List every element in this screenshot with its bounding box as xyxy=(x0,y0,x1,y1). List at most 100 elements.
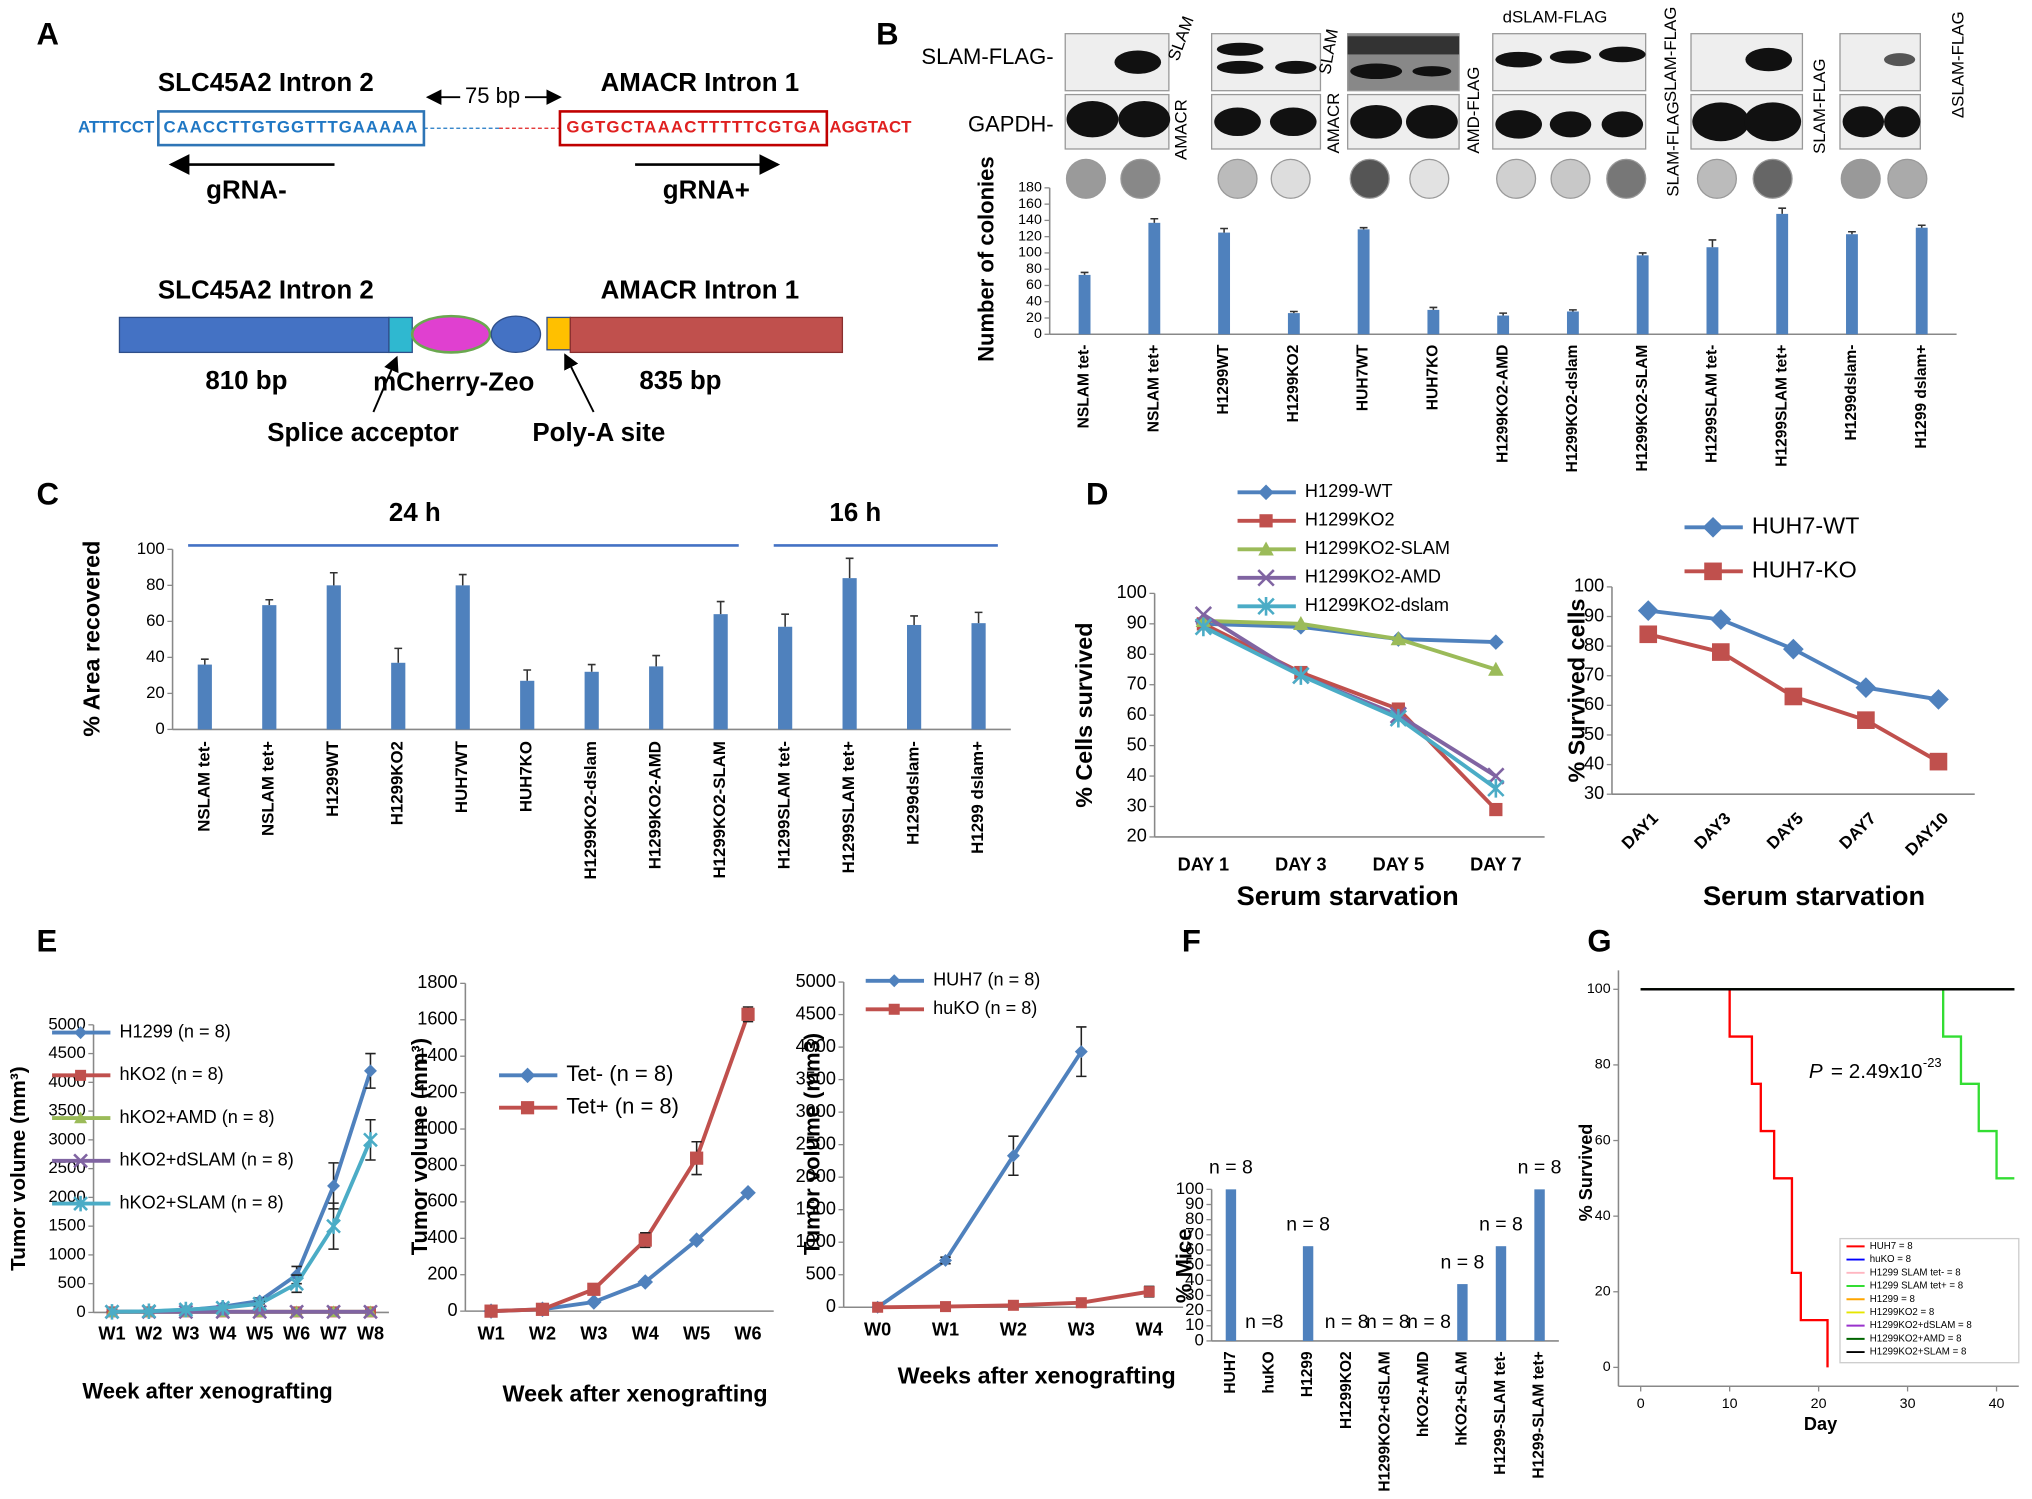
y-tick-label: 70 xyxy=(1127,674,1147,694)
x-tick-label: H1299KO2-dslam xyxy=(1564,345,1581,473)
x-tick-label: H1299KO2-SLAM xyxy=(710,741,729,878)
y-tick-label: 40 xyxy=(1584,753,1604,773)
y-tick-label: 80 xyxy=(1185,1209,1204,1228)
legend-marker xyxy=(1257,569,1275,587)
marker xyxy=(1488,634,1504,650)
x-tick-label: hKO2+SLAM xyxy=(1454,1351,1471,1446)
label: gRNA- xyxy=(206,177,287,205)
y-tick-label: 100 xyxy=(1574,576,1604,596)
error-bar xyxy=(974,611,983,624)
x-tick-label: HUH7KO xyxy=(517,741,536,812)
colony-wells xyxy=(1065,158,1928,199)
homology-arm xyxy=(118,316,390,354)
bar xyxy=(1225,1189,1237,1341)
legend-label: hKO2+SLAM (n = 8) xyxy=(119,1192,283,1212)
y-tick-label: 60 xyxy=(1595,1132,1611,1148)
x-tick-label: H1299SLAM tet- xyxy=(775,741,794,869)
y-tick-label: 140 xyxy=(1018,212,1042,228)
blot-bands xyxy=(1066,36,1921,142)
y-tick-label: 60 xyxy=(1584,694,1604,714)
x-tick-label: HUH7WT xyxy=(1355,344,1372,411)
x-tick-label: W3 xyxy=(172,1323,199,1343)
marker xyxy=(289,1304,305,1320)
x-tick-label: H1299dslam- xyxy=(904,741,923,845)
legend-label: HUH7-WT xyxy=(1752,512,1859,538)
marker xyxy=(1293,616,1309,631)
x-tick-label: hKO2+AMD xyxy=(1415,1351,1432,1437)
y-tick-label: 0 xyxy=(826,1296,836,1316)
x-tick-label: H1299SLAM tet- xyxy=(1704,345,1721,463)
x-tick-label: W4 xyxy=(1136,1319,1163,1339)
arrow xyxy=(372,355,399,413)
error-bar xyxy=(652,654,661,667)
y-tick-label: 90 xyxy=(1185,1194,1204,1213)
x-tick-label: H1299KO2-dslam xyxy=(581,741,600,879)
marker xyxy=(690,1151,704,1165)
label: SLC45A2 Intron 2 xyxy=(158,276,374,304)
bar xyxy=(1287,313,1300,335)
target-box xyxy=(558,110,829,147)
marker xyxy=(872,1301,884,1313)
x-tick-label: W1 xyxy=(932,1319,959,1339)
y-tick-label: 60 xyxy=(1127,704,1147,724)
y-tick-label: 20 xyxy=(1127,826,1147,846)
panel-label: B xyxy=(876,16,898,51)
panel-label: A xyxy=(37,16,59,51)
lane-label: AMACR xyxy=(1324,93,1343,154)
x-tick-label: DAY1 xyxy=(1618,809,1662,853)
label: 835 bp xyxy=(639,367,721,395)
x-tick-label: H1299SLAM tet+ xyxy=(839,741,858,874)
legend-marker xyxy=(1257,597,1275,616)
bar xyxy=(907,624,922,730)
lane-label: AMD-FLAG xyxy=(1464,67,1483,154)
legend-label: H1299KO2-AMD xyxy=(1305,567,1441,587)
y-tick-label: 50 xyxy=(1584,724,1604,744)
marker xyxy=(1006,1149,1020,1163)
y-tick-label: 0 xyxy=(1034,326,1042,342)
bar xyxy=(971,623,986,730)
y-tick-label: 0 xyxy=(1195,1330,1204,1349)
panel-label: G xyxy=(1587,923,1611,958)
error-bar xyxy=(1708,239,1717,248)
x-tick-label: W8 xyxy=(357,1323,384,1343)
error-bar xyxy=(265,598,274,606)
x-tick-label: DAY 7 xyxy=(1470,854,1521,874)
legend-marker xyxy=(1258,484,1274,501)
marker xyxy=(1711,643,1730,661)
y-tick-label: 4000 xyxy=(796,1036,836,1056)
legend-marker xyxy=(1258,541,1274,556)
marker xyxy=(327,1179,341,1193)
y-tick-label: 20 xyxy=(1185,1300,1204,1319)
marker xyxy=(1639,625,1658,644)
x-tick-label: 20 xyxy=(1811,1396,1827,1412)
y-tick-label: 5000 xyxy=(48,1014,85,1033)
y-tick-label: 60 xyxy=(1026,277,1042,293)
marker xyxy=(535,1302,550,1316)
y-axis-label: % Survived cells xyxy=(1563,599,1589,783)
x-tick-label: W6 xyxy=(734,1323,761,1343)
series-line xyxy=(1202,625,1497,790)
bar xyxy=(1078,274,1091,335)
x-tick-label: W4 xyxy=(209,1323,236,1343)
error-bar xyxy=(1080,271,1089,275)
legend-label: hKO2 (n = 8) xyxy=(119,1064,223,1084)
label: gRNA+ xyxy=(663,177,750,205)
marker xyxy=(1292,666,1310,685)
x-axis-label: Day xyxy=(1804,1414,1837,1434)
y-tick-label: 0 xyxy=(155,719,164,738)
x-tick-label: H1299dslam- xyxy=(1843,345,1860,441)
legend-label: H1299KO2+dSLAM = 8 xyxy=(1870,1320,1972,1331)
x-tick-label: DAY5 xyxy=(1763,809,1807,853)
legend-label: H1299 SLAM tet- = 8 xyxy=(1870,1267,1961,1278)
y-tick-label: 100 xyxy=(137,539,165,558)
marker xyxy=(741,1007,755,1021)
y-tick-label: 100 xyxy=(1117,582,1147,602)
bar-note: n = 8 xyxy=(1209,1157,1253,1179)
bar xyxy=(455,585,470,730)
error-bar xyxy=(1917,224,1926,228)
legend-label: H1299KO2+AMD = 8 xyxy=(1870,1333,1962,1344)
annotation: = 2.49x10 xyxy=(1831,1060,1923,1083)
x-tick-label: 40 xyxy=(1989,1396,2005,1412)
y-tick-label: 2500 xyxy=(796,1133,836,1153)
